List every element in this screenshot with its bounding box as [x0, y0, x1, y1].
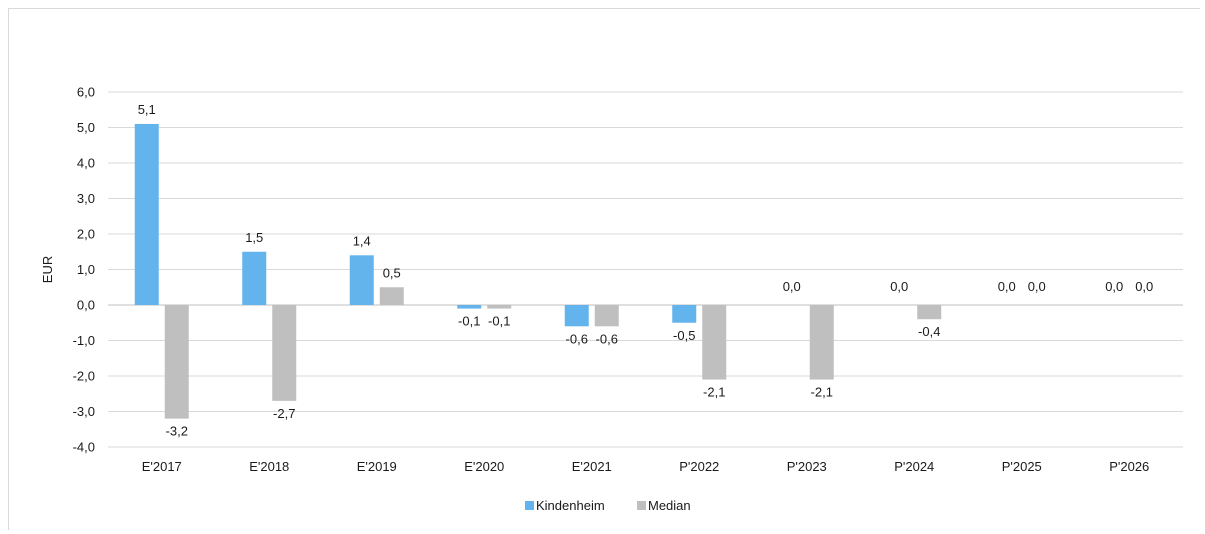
data-label: 0,0 [1135, 279, 1153, 294]
data-label: 0,0 [890, 279, 908, 294]
x-tick-label: E'2021 [572, 459, 612, 474]
bar-kindenheim [134, 123, 159, 305]
legend-label: Median [648, 498, 691, 513]
bar-kindenheim [564, 305, 589, 327]
data-label: 1,4 [353, 233, 371, 248]
bar-median [487, 305, 512, 309]
data-label: -3,2 [166, 424, 188, 439]
gridlines [108, 91, 1183, 448]
data-label: -0,4 [918, 324, 940, 339]
y-tick-label: 6,0 [77, 85, 95, 100]
y-axis-ticks: 6,0 5,0 4,0 3,0 2,0 1,0 0,0 -1,0 -2,0 -3,0 -4,0 [73, 85, 95, 455]
x-tick-label: P'2025 [1002, 459, 1042, 474]
y-tick-label: 2,0 [77, 227, 95, 242]
legend-swatch [637, 501, 646, 510]
x-tick-label: E'2017 [142, 459, 182, 474]
data-label: 0,5 [383, 265, 401, 280]
data-label: 0,0 [998, 279, 1016, 294]
data-label: 0,0 [1105, 279, 1123, 294]
bar-kindenheim [457, 305, 482, 309]
y-tick-label: -4,0 [73, 440, 95, 455]
legend-swatch [525, 501, 534, 510]
x-tick-label: P'2026 [1109, 459, 1149, 474]
data-label: -0,1 [458, 314, 480, 329]
data-label: -2,1 [703, 385, 725, 400]
data-label: -2,1 [811, 385, 833, 400]
data-label: 5,1 [138, 102, 156, 117]
y-tick-label: -2,0 [73, 369, 95, 384]
y-tick-label: 0,0 [77, 298, 95, 313]
data-label: 0,0 [1028, 279, 1046, 294]
x-axis-ticks: E'2017 E'2018 E'2019 E'2020 E'2021 P'2022 P'20… [142, 459, 1150, 474]
x-tick-label: P'2024 [894, 459, 934, 474]
data-labels: 5,1 -3,2 1,5 -2,7 1,4 0,5 -0,1 -0,1 -0,6 -0,6 -0,5… [138, 102, 1154, 439]
bar-kindenheim [672, 305, 697, 323]
legend-label: Kindenheim [536, 498, 605, 513]
bars [134, 123, 942, 419]
data-label: -0,6 [566, 331, 588, 346]
bar-median [809, 305, 834, 380]
data-label: -0,1 [488, 314, 510, 329]
data-label: -0,5 [673, 328, 695, 343]
x-tick-label: P'2023 [787, 459, 827, 474]
data-label: 0,0 [783, 279, 801, 294]
bar-median [702, 305, 727, 380]
data-label: -2,7 [273, 406, 295, 421]
bar-median [164, 305, 189, 419]
y-tick-label: 5,0 [77, 120, 95, 135]
bar-kindenheim [242, 251, 267, 305]
data-label: -0,6 [596, 331, 618, 346]
bar-median [379, 287, 404, 305]
x-tick-label: E'2020 [464, 459, 504, 474]
y-tick-label: 4,0 [77, 156, 95, 171]
y-tick-label: -1,0 [73, 333, 95, 348]
y-tick-label: 3,0 [77, 191, 95, 206]
data-label: 1,5 [245, 230, 263, 245]
bar-median [272, 305, 297, 401]
y-tick-label: -3,0 [73, 404, 95, 419]
x-tick-label: E'2018 [249, 459, 289, 474]
x-tick-label: P'2022 [679, 459, 719, 474]
bar-median [594, 305, 619, 327]
y-axis-label: EUR [40, 256, 55, 283]
legend: Kindenheim Median [525, 498, 691, 513]
chart-frame [8, 8, 1200, 530]
bar-kindenheim [349, 255, 374, 305]
x-tick-label: E'2019 [357, 459, 397, 474]
bar-median [917, 305, 942, 320]
y-tick-label: 1,0 [77, 262, 95, 277]
